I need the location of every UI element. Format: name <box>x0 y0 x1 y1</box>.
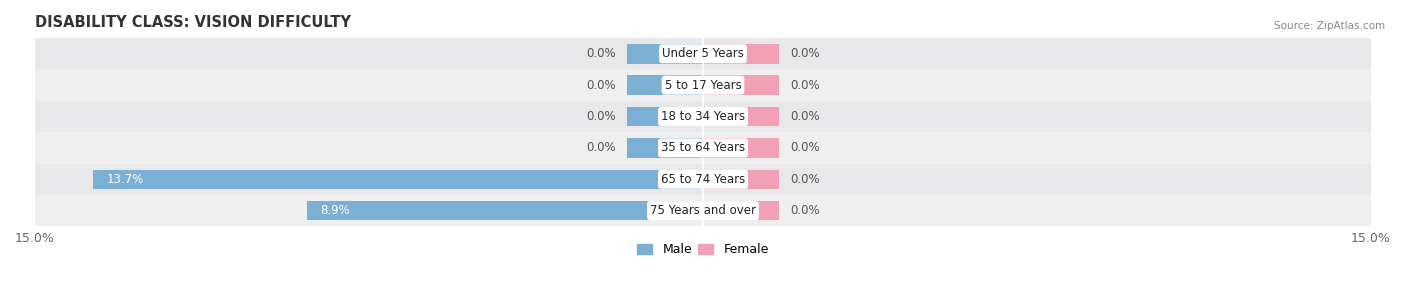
Bar <box>703 170 779 189</box>
Bar <box>703 138 779 158</box>
Text: 18 to 34 Years: 18 to 34 Years <box>661 110 745 123</box>
Text: 0.0%: 0.0% <box>586 110 616 123</box>
Text: 0.0%: 0.0% <box>790 173 820 186</box>
Text: 8.9%: 8.9% <box>321 204 350 217</box>
Text: DISABILITY CLASS: VISION DIFFICULTY: DISABILITY CLASS: VISION DIFFICULTY <box>35 15 352 30</box>
Bar <box>627 75 703 95</box>
Text: 65 to 74 Years: 65 to 74 Years <box>661 173 745 186</box>
Bar <box>703 201 779 220</box>
Bar <box>627 138 703 158</box>
Text: 0.0%: 0.0% <box>790 110 820 123</box>
Bar <box>35 101 1371 132</box>
Bar <box>35 38 1371 70</box>
Bar <box>703 44 779 63</box>
Bar <box>35 132 1371 163</box>
Bar <box>35 70 1371 101</box>
Bar <box>627 44 703 63</box>
Text: 0.0%: 0.0% <box>790 142 820 154</box>
Bar <box>307 201 627 220</box>
Text: Source: ZipAtlas.com: Source: ZipAtlas.com <box>1274 21 1385 31</box>
Text: 0.0%: 0.0% <box>586 142 616 154</box>
Bar <box>35 163 1371 195</box>
Text: 0.0%: 0.0% <box>790 204 820 217</box>
Text: Under 5 Years: Under 5 Years <box>662 47 744 60</box>
Text: 0.0%: 0.0% <box>586 79 616 92</box>
Text: 13.7%: 13.7% <box>107 173 143 186</box>
Text: 35 to 64 Years: 35 to 64 Years <box>661 142 745 154</box>
Text: 0.0%: 0.0% <box>790 47 820 60</box>
Text: 5 to 17 Years: 5 to 17 Years <box>665 79 741 92</box>
Text: 0.0%: 0.0% <box>790 79 820 92</box>
Bar <box>627 170 703 189</box>
Legend: Male, Female: Male, Female <box>633 239 773 261</box>
Bar <box>93 170 627 189</box>
Bar <box>627 201 703 220</box>
Bar <box>703 107 779 126</box>
Bar <box>627 107 703 126</box>
Text: 75 Years and over: 75 Years and over <box>650 204 756 217</box>
Bar <box>35 195 1371 226</box>
Text: 0.0%: 0.0% <box>586 47 616 60</box>
Bar <box>703 75 779 95</box>
